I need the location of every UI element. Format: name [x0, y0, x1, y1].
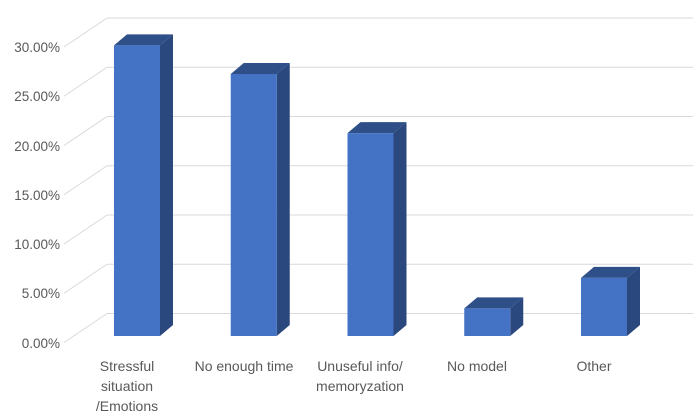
x-axis-category-label: No model	[412, 356, 542, 376]
x-axis-category-label: No enough time	[179, 356, 309, 376]
bar-front-face	[114, 45, 160, 337]
axis-tick-line	[63, 214, 108, 245]
bar-front-face	[230, 73, 277, 337]
category-label-line: /Emotions	[95, 398, 159, 414]
bar-top-face	[347, 122, 407, 134]
x-axis-category-label: Unuseful info/ memoryzation	[295, 356, 425, 396]
x-axis-category-label: Stressful situation /Emotions	[62, 356, 192, 416]
bar-top-face	[464, 297, 524, 309]
bar-front-face	[464, 308, 511, 336]
bar-top-face	[581, 266, 640, 278]
axis-tick-line	[63, 313, 108, 343]
bar-top-face	[114, 34, 173, 46]
axis-tick-line	[63, 116, 108, 146]
category-label-line: No model	[447, 358, 507, 374]
y-axis-tick-label: 30.00%	[14, 40, 60, 55]
axis-tick-line	[63, 17, 108, 48]
y-axis-tick-label: 5.00%	[21, 286, 60, 301]
bar-side-face	[160, 34, 173, 337]
bar-front-face	[347, 133, 394, 336]
axis-tick-line	[63, 263, 108, 294]
y-axis-tick-label: 0.00%	[21, 336, 60, 351]
bar-side-face	[510, 297, 524, 336]
y-axis-tick-label: 25.00%	[14, 89, 60, 104]
x-axis-category-label: Other	[529, 356, 659, 376]
category-label-line: situation	[100, 378, 154, 394]
category-label-line: Stressful	[99, 358, 155, 374]
axis-tick-line	[63, 66, 108, 97]
bar-side-face	[393, 122, 407, 336]
category-label-line: Other	[576, 358, 612, 374]
bar-side-face	[627, 266, 640, 336]
bar-top-face	[230, 62, 290, 74]
bar-side-face	[276, 62, 290, 337]
bar-front-face	[581, 277, 627, 336]
y-axis-tick-label: 20.00%	[14, 139, 60, 154]
category-label-line: Unuseful info/	[317, 358, 403, 374]
category-label-line: No enough time	[194, 358, 294, 374]
y-axis-tick-label: 10.00%	[14, 237, 60, 252]
axis-tick-line	[63, 165, 108, 196]
category-label-line: memoryzation	[316, 378, 404, 394]
y-axis-tick-label: 15.00%	[14, 188, 60, 203]
